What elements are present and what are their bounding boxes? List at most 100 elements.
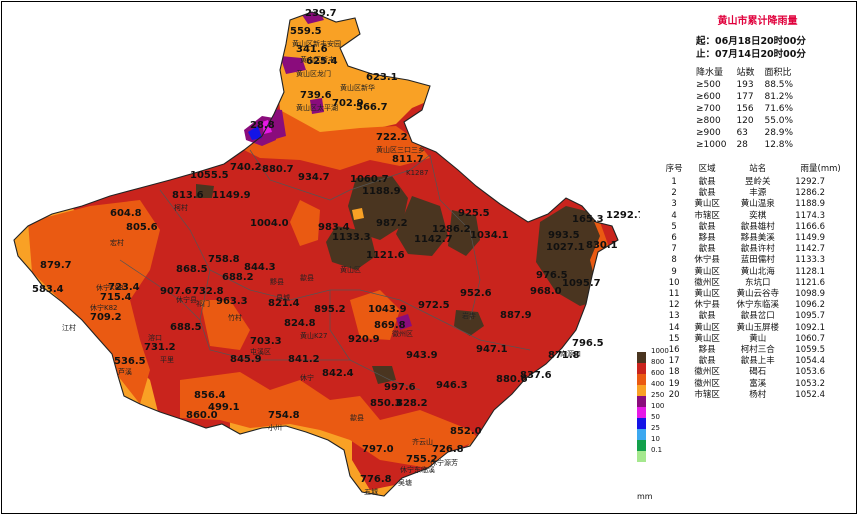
stats-cell: 71.6% bbox=[764, 104, 794, 114]
rank-cell: 1286.2 bbox=[795, 188, 826, 199]
place-name: 黄山区新丰 bbox=[300, 55, 335, 64]
rank-cell: 歙县许村 bbox=[740, 244, 775, 255]
rank-cell: 15 bbox=[668, 333, 680, 344]
rank-cell: 市辖区 bbox=[694, 389, 720, 400]
stats-cell: ≥800 bbox=[696, 116, 721, 126]
station-value: 796.5 bbox=[572, 338, 604, 349]
place-name: 岩寺 bbox=[462, 311, 476, 320]
stats-cell: 177 bbox=[736, 92, 754, 102]
station-value: 1149.9 bbox=[212, 190, 251, 201]
station-value: 837.6 bbox=[520, 370, 552, 381]
legend-label: 25 bbox=[651, 424, 660, 432]
station-value: 968.0 bbox=[530, 286, 562, 297]
rank-cell: 1059.5 bbox=[795, 345, 826, 356]
station-value: 943.9 bbox=[406, 350, 438, 361]
place-name: 黄山K27 bbox=[300, 331, 328, 340]
legend-label: 250 bbox=[651, 391, 665, 399]
station-value: 813.6 bbox=[172, 190, 204, 201]
place-name: 黄山区龙门 bbox=[296, 69, 331, 78]
station-value: 709.2 bbox=[90, 312, 122, 323]
place-name: 平里 bbox=[160, 356, 174, 364]
rank-cell: 9 bbox=[671, 266, 677, 277]
station-value: 688.2 bbox=[222, 272, 254, 283]
legend-label: 400 bbox=[651, 380, 665, 388]
rank-header: 序号 bbox=[665, 164, 683, 174]
rank-cell: 徽州区 bbox=[694, 367, 720, 378]
station-value: 920.9 bbox=[348, 334, 380, 345]
top-stations-table: 序号 区域 站名 雨量(mm) 1 歙县 昱岭关 1292.7 2 歙县 丰源 1286.2 3 黄山区… bbox=[660, 161, 852, 401]
rank-row: 4 市辖区 奕棋 1174.3 bbox=[660, 211, 852, 222]
rank-row: 11 黄山区 黄山云谷寺 1098.9 bbox=[660, 289, 852, 300]
station-value: 844.3 bbox=[244, 262, 276, 273]
place-name: 小川 bbox=[268, 423, 282, 432]
station-value: 880.6 bbox=[496, 374, 528, 385]
rank-cell: 歙县 bbox=[698, 244, 716, 255]
station-value: 976.5 bbox=[536, 270, 568, 281]
rank-row: 14 黄山区 黄山玉屏楼 1092.1 bbox=[660, 323, 852, 334]
rank-row: 18 徽州区 碣石 1053.6 bbox=[660, 367, 852, 378]
station-value: 1121.6 bbox=[366, 250, 405, 261]
place-name: 休宁K82 bbox=[90, 303, 118, 312]
rank-cell: 1174.3 bbox=[795, 210, 826, 221]
stats-cell: 81.2% bbox=[764, 92, 794, 102]
rank-row: 2 歙县 丰源 1286.2 bbox=[660, 188, 852, 199]
rank-cell: 昱岭关 bbox=[744, 177, 771, 187]
place-name: 祁门 bbox=[196, 299, 210, 308]
rank-cell: 杨村 bbox=[749, 389, 767, 400]
station-value: 739.6 bbox=[300, 90, 332, 101]
rank-cell: 4 bbox=[671, 210, 677, 221]
rank-cell: 20 bbox=[668, 389, 680, 400]
station-value: 723.4 bbox=[108, 282, 140, 293]
place-name: 溶口 bbox=[148, 333, 162, 342]
stats-cell: ≥1000 bbox=[696, 140, 727, 150]
rank-cell: 东坑口 bbox=[744, 277, 771, 288]
rank-cell: 1095.7 bbox=[795, 311, 826, 322]
legend-label: 100 bbox=[651, 402, 665, 410]
rank-cell: 黄山区 bbox=[694, 199, 720, 210]
station-value: 925.5 bbox=[458, 208, 490, 219]
rank-cell: 黄山区 bbox=[694, 322, 720, 333]
station-value: 754.8 bbox=[268, 410, 300, 421]
threshold-stats-table: 降水量 站数 面积比 ≥500 193 88.5% ≥600 177 81.2% ≥700 156… bbox=[696, 67, 803, 151]
rank-cell: 黄山区 bbox=[694, 289, 720, 300]
district-boundaries bbox=[119, 149, 531, 391]
rank-cell: 3 bbox=[671, 199, 677, 210]
place-name: 黄山区 bbox=[340, 265, 361, 274]
legend-swatch bbox=[637, 363, 646, 374]
station-value: 28.8 bbox=[250, 120, 275, 131]
stats-header: 面积比 bbox=[764, 68, 792, 78]
station-value: 1043.9 bbox=[368, 304, 407, 315]
station-value: 841.2 bbox=[288, 354, 320, 365]
rank-row: 5 歙县 歙县雄村 1166.6 bbox=[660, 222, 852, 233]
legend-swatch bbox=[637, 374, 646, 385]
station-value: 1292.7 bbox=[606, 210, 640, 221]
station-value: 732.8 bbox=[192, 286, 224, 297]
rank-cell: 黄山 bbox=[749, 333, 767, 344]
rank-cell: 1149.9 bbox=[795, 233, 826, 244]
stats-cell: ≥700 bbox=[696, 104, 721, 114]
station-value: 776.8 bbox=[360, 474, 392, 485]
rank-cell: 1121.6 bbox=[795, 277, 826, 288]
station-value: 828.2 bbox=[396, 398, 428, 409]
legend-swatch bbox=[637, 440, 646, 451]
rank-cell: 14 bbox=[668, 322, 680, 333]
station-value: 993.5 bbox=[548, 230, 580, 241]
rank-row: 19 徽州区 富溪 1053.2 bbox=[660, 379, 852, 390]
station-value: 824.8 bbox=[284, 318, 316, 329]
station-value: 740.2 bbox=[230, 162, 262, 173]
rank-cell: 1092.1 bbox=[795, 322, 826, 333]
rank-row: 20 市辖区 杨村 1052.4 bbox=[660, 390, 852, 401]
station-value: 879.7 bbox=[40, 260, 72, 271]
rank-cell: 蓝田儒村 bbox=[740, 255, 775, 266]
station-value: 722.2 bbox=[376, 132, 408, 143]
station-value: 997.6 bbox=[384, 382, 416, 393]
station-value: 972.5 bbox=[418, 300, 450, 311]
station-value: 946.3 bbox=[436, 380, 468, 391]
rank-cell: 19 bbox=[668, 378, 680, 389]
rank-row: 15 黄山区 黄山 1060.7 bbox=[660, 334, 852, 345]
station-value: 1055.5 bbox=[190, 170, 229, 181]
station-value: 536.5 bbox=[114, 356, 146, 367]
stats-cell: 28 bbox=[736, 140, 748, 150]
stats-row: ≥900 63 28.9% bbox=[696, 127, 803, 139]
